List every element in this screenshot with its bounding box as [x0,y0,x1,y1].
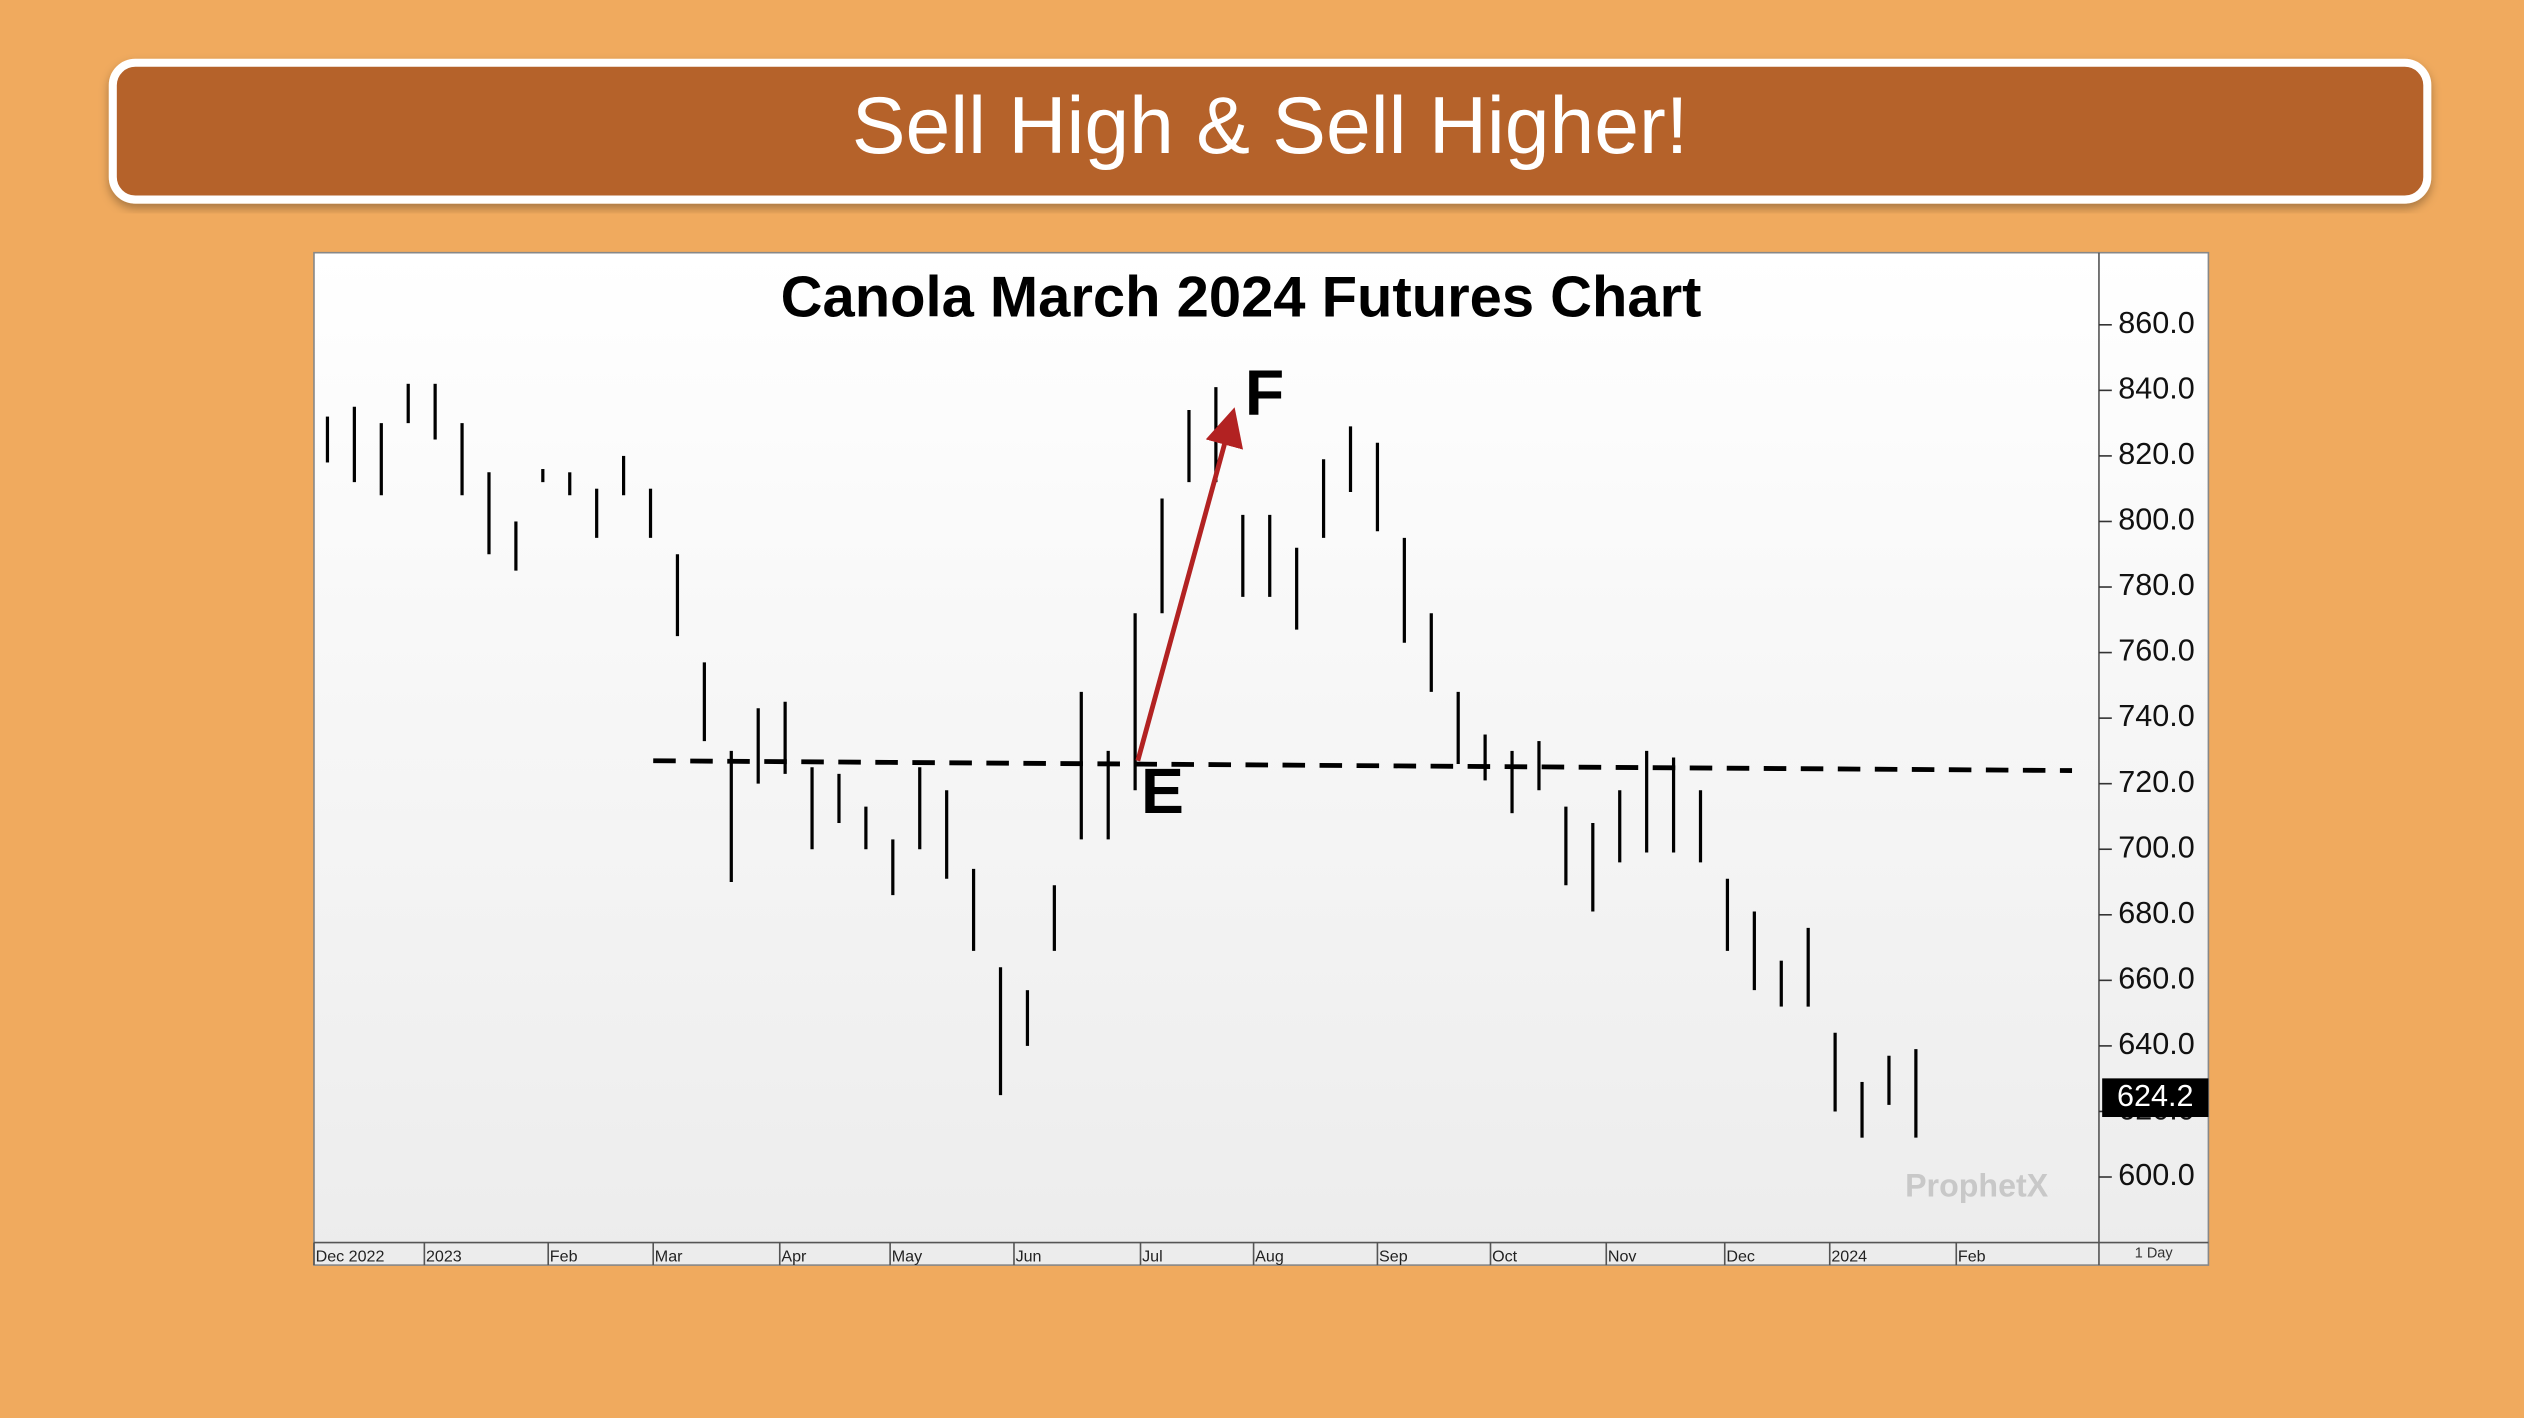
annotation: E [1141,755,1184,827]
annotation: F [1245,356,1284,428]
chart-panel [313,251,2210,1266]
x-tick-label: Jun [1016,1247,1042,1265]
trend-arrow [1135,407,1244,762]
header-title: Sell High & Sell Higher! [852,81,1688,171]
y-tick-label: 680.0 [2118,896,2195,930]
x-tick-label: Oct [1492,1247,1518,1265]
y-tick-label: 860.0 [2118,306,2195,340]
interval-label: 1 Day [2135,1246,2174,1262]
x-tick-label: Dec 2022 [316,1247,385,1265]
x-tick-label: Dec [1726,1247,1755,1265]
y-tick-label: 720.0 [2118,765,2195,799]
x-tick-label: Sep [1379,1247,1408,1265]
x-tick-label: Mar [655,1247,683,1265]
x-tick-label: Aug [1255,1247,1284,1265]
x-tick-label: Jul [1142,1247,1163,1265]
support-line [653,758,2073,773]
y-tick-label: 760.0 [2118,634,2195,668]
y-tick-label: 640.0 [2118,1027,2195,1061]
y-tick-label: 780.0 [2118,568,2195,602]
last-price-box [2102,1078,2209,1118]
x-tick-label: 2023 [426,1247,462,1265]
x-tick-label: May [892,1247,922,1265]
chart-title: Canola March 2024 Futures Chart [781,265,1702,329]
x-tick-label: Apr [781,1247,807,1265]
y-tick-label: 660.0 [2118,961,2195,995]
x-tick-label: 2024 [1831,1247,1867,1265]
last-price-label: 624.2 [2117,1079,2194,1113]
y-tick-label: 820.0 [2118,437,2195,471]
x-tick-label: Feb [1958,1247,1986,1265]
y-tick-label: 700.0 [2118,830,2195,864]
y-tick-label: 740.0 [2118,699,2195,733]
header-banner [108,58,2432,204]
y-tick-label: 600.0 [2118,1158,2195,1192]
y-tick-label: 800.0 [2118,503,2195,537]
x-tick-label: Feb [550,1247,578,1265]
watermark: ProphetX [1905,1167,2049,1203]
y-tick-label: 840.0 [2118,371,2195,405]
x-tick-label: Nov [1608,1247,1637,1265]
